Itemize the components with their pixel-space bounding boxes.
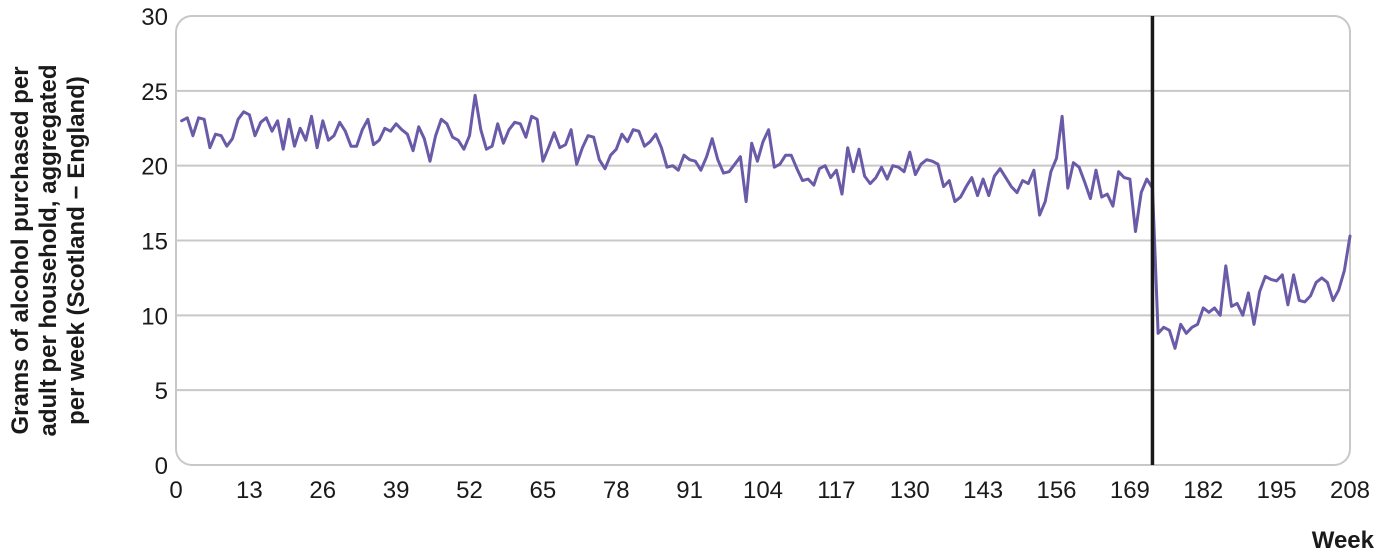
x-tick-label: 143 (963, 477, 1003, 504)
x-tick-label: 104 (743, 477, 783, 504)
x-tick-label: 52 (456, 477, 483, 504)
x-tick-label: 0 (169, 477, 182, 504)
y-axis-title: Grams of alcohol purchased peradult per … (7, 64, 90, 436)
x-tick-label: 130 (890, 477, 930, 504)
x-tick-label: 39 (383, 477, 410, 504)
x-tick-label: 156 (1036, 477, 1076, 504)
x-axis-title: Week (1312, 527, 1375, 554)
series-layer (180, 93, 1352, 350)
y-tick-label: 0 (155, 453, 168, 480)
grid-lines (176, 89, 1350, 392)
x-tick-label: 208 (1330, 477, 1370, 504)
y-axis-title-line: per week (Scotland − England) (63, 76, 90, 425)
x-tick-label: 182 (1183, 477, 1223, 504)
x-tick-labels: 0 13 26 39 52 65 78 91 104 117 130 143 156 169 182 195 2… (169, 477, 1370, 504)
x-tick-label: 195 (1257, 477, 1297, 504)
y-tick-label: 15 (141, 229, 168, 256)
y-tick-label: 20 (141, 154, 168, 181)
y-axis-title-line: adult per household, aggregated (35, 64, 62, 436)
y-axis-title-line: Grams of alcohol purchased per (7, 66, 34, 434)
x-tick-label: 26 (309, 477, 336, 504)
x-tick-label: 65 (530, 477, 557, 504)
y-tick-label: 10 (141, 303, 168, 330)
y-tick-label: 5 (155, 378, 168, 405)
y-tick-label: 25 (141, 79, 168, 106)
x-tick-label: 78 (603, 477, 630, 504)
x-tick-label: 91 (676, 477, 703, 504)
x-tick-label: 117 (817, 477, 855, 504)
x-tick-label: 169 (1110, 477, 1150, 504)
y-tick-labels: 0 5 10 15 20 25 30 (141, 4, 168, 480)
x-tick-label: 13 (236, 477, 263, 504)
series-line-0 (180, 93, 1352, 350)
y-tick-label: 30 (141, 4, 168, 31)
